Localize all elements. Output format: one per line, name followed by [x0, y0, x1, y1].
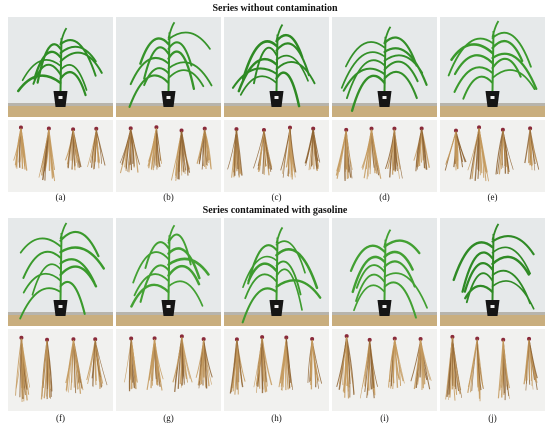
plant-photo [440, 17, 545, 117]
plant-photo [8, 218, 113, 326]
plant-photo [8, 17, 113, 117]
series-title-contaminated-gasoline: Series contaminated with gasoline [202, 205, 348, 216]
series-title-without-contamination: Series without contamination [212, 3, 338, 14]
roots-photo [224, 120, 329, 192]
roots-photo [332, 120, 437, 192]
panel-label: (d) [379, 192, 390, 202]
plant-photo [224, 218, 329, 326]
plant-photo [224, 17, 329, 117]
plant-photo [116, 17, 221, 117]
roots-photo [116, 329, 221, 411]
panel-label: (b) [163, 192, 174, 202]
roots-photo [332, 329, 437, 411]
plant-photo [440, 218, 545, 326]
roots-photo [440, 120, 545, 192]
panel-label: (c) [271, 192, 282, 202]
plant-photo [332, 218, 437, 326]
panel-label: (i) [380, 413, 389, 423]
roots-photo [8, 329, 113, 411]
roots-photo [8, 120, 113, 192]
plant-photo [332, 17, 437, 117]
plant-photo [116, 218, 221, 326]
panel-label: (j) [488, 413, 497, 423]
panel-label: (g) [163, 413, 174, 423]
panel-label: (f) [56, 413, 65, 423]
roots-photo [116, 120, 221, 192]
roots-photo [224, 329, 329, 411]
panel-label: (e) [487, 192, 498, 202]
panel-label: (a) [55, 192, 66, 202]
roots-photo [440, 329, 545, 411]
panel-label: (h) [271, 413, 282, 423]
